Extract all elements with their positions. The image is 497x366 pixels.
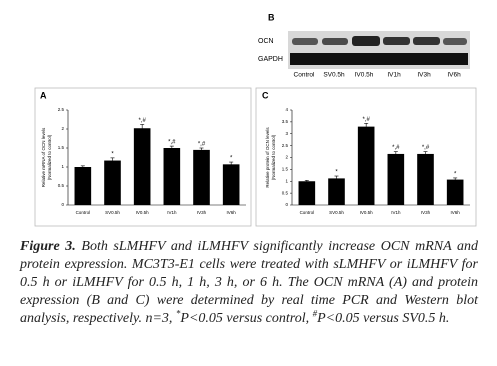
y-axis-label: (Normalized to control)	[47, 134, 52, 180]
y-tick-label: 0.5	[58, 183, 65, 188]
y-axis-label: (Normalized to control)	[271, 134, 276, 180]
panel-frame	[34, 87, 252, 227]
y-tick-label: 2.5	[282, 143, 289, 148]
significance-label: *,#	[392, 145, 400, 151]
caption-sup: #	[312, 308, 318, 319]
y-tick-label: 0	[285, 202, 288, 207]
bar	[357, 126, 375, 205]
x-tick-label: IV3h	[421, 210, 431, 215]
y-tick-label: 2	[285, 155, 288, 160]
figure: B OCN GAPDH Control SV0.5h IV0.5h IV1h IV3h I…	[34, 12, 477, 227]
y-tick-label: 2	[61, 126, 64, 131]
x-tick-label: IV1h	[391, 210, 401, 215]
bar	[104, 160, 121, 205]
panel-label: B	[268, 12, 275, 22]
y-tick-label: 3.5	[282, 119, 289, 124]
bar	[298, 181, 316, 205]
caption: Figure 3. Both sLMHFV and iLMHFV signifi…	[20, 238, 478, 328]
y-tick-label: 0	[61, 202, 64, 207]
bar	[328, 178, 345, 205]
panel-label: A	[40, 90, 47, 100]
panel-label: C	[262, 90, 269, 100]
bar	[222, 164, 240, 205]
significance-label: *,#	[138, 118, 146, 124]
blot-lane-label: IV1h	[387, 72, 401, 79]
blot-lane-label: IV3h	[417, 72, 431, 79]
blot-row-label: GAPDH	[258, 56, 283, 63]
blot-lane-label: IV6h	[447, 72, 461, 79]
x-tick-label: SV0.5h	[105, 210, 120, 215]
blot-lane-label: IV0.5h	[355, 72, 374, 79]
panel-frame	[255, 87, 477, 227]
bar	[163, 148, 181, 205]
caption-text: Both sLMHFV and iLMHFV significantly inc…	[20, 239, 478, 326]
y-axis-label: Relative mRNA of OCN levels	[41, 127, 46, 187]
significance-label: *	[230, 156, 233, 162]
caption-text: P<0.05 versus SV0.5 h.	[317, 311, 450, 326]
bar	[193, 149, 210, 205]
x-tick-label: Control	[76, 210, 91, 215]
x-tick-label: IV0.5h	[360, 210, 374, 215]
x-tick-label: SV0.5h	[329, 210, 344, 215]
y-axis-label: Relative protein of OCN levels	[265, 127, 270, 188]
significance-label: *,#	[198, 142, 206, 148]
x-tick-label: IV0.5h	[136, 210, 150, 215]
x-tick-label: IV6h	[451, 210, 461, 215]
y-tick-label: 1.5	[282, 167, 289, 172]
x-tick-label: IV6h	[227, 210, 237, 215]
blot-lane-label: SV0.5h	[323, 72, 345, 79]
significance-label: *	[335, 170, 338, 176]
x-tick-label: Control	[300, 210, 315, 215]
bar	[74, 167, 92, 205]
bar	[417, 153, 434, 205]
y-tick-label: 4	[285, 107, 288, 112]
bar	[387, 153, 405, 205]
bar	[446, 179, 464, 205]
caption-text: P<0.05 versus control,	[180, 311, 313, 326]
y-tick-label: 1	[285, 178, 288, 183]
y-tick-label: 2.5	[58, 107, 65, 112]
x-tick-label: IV1h	[167, 210, 177, 215]
significance-label: *	[111, 151, 114, 157]
x-tick-label: IV3h	[197, 210, 207, 215]
y-tick-label: 1	[61, 164, 64, 169]
y-tick-label: 3	[285, 131, 288, 136]
y-tick-label: 1.5	[58, 145, 65, 150]
caption-label: Figure 3.	[20, 239, 76, 254]
y-tick-label: 0.5	[282, 190, 289, 195]
significance-label: *	[454, 172, 457, 178]
blot-lane-label: Control	[294, 72, 316, 79]
significance-label: *,#	[422, 145, 430, 151]
blot-row-label: OCN	[258, 38, 274, 45]
significance-label: *,#	[362, 117, 370, 123]
caption-sup: *	[175, 308, 181, 319]
blot-bands	[290, 36, 468, 65]
significance-label: *,#	[168, 140, 176, 146]
bar	[133, 128, 151, 205]
